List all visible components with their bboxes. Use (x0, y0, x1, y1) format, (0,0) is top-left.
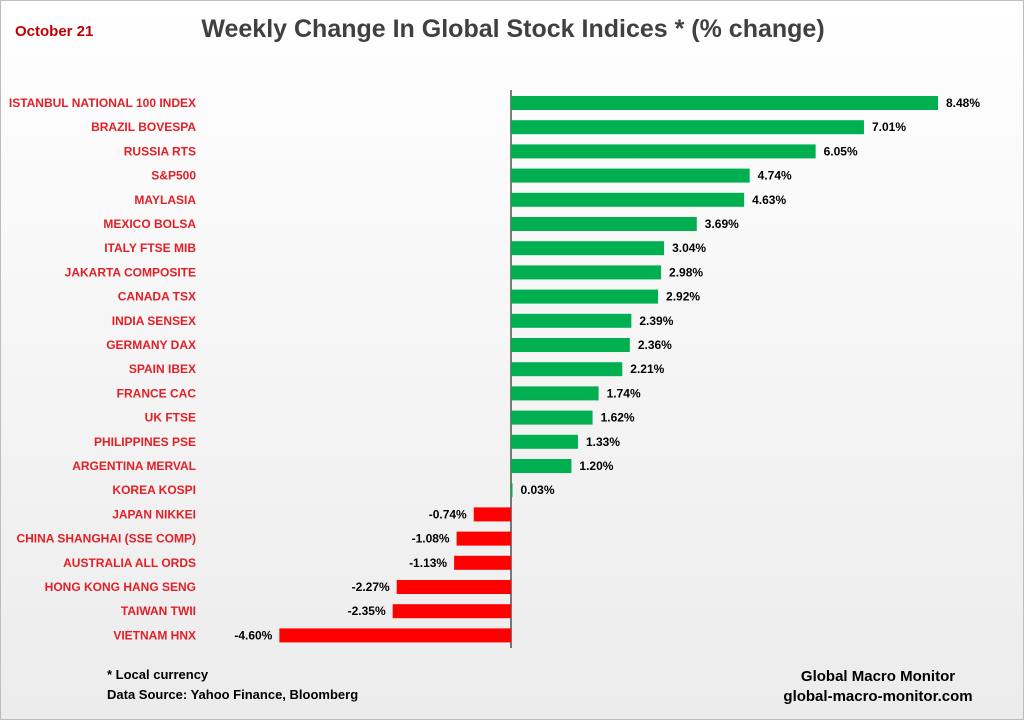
value-label: -4.60% (234, 628, 272, 642)
category-label: VIETNAM HNX (113, 628, 196, 642)
value-label: -1.13% (409, 556, 447, 570)
value-label: 3.69% (705, 217, 739, 231)
bar (511, 459, 571, 473)
data-source: Data Source: Yahoo Finance, Bloomberg (107, 685, 358, 705)
bar (511, 338, 630, 352)
category-label: S&P500 (151, 169, 196, 183)
brand-name: Global Macro Monitor (753, 667, 1003, 687)
category-label: MAYLASIA (134, 193, 196, 207)
bar (511, 193, 744, 207)
chart-frame: October 21 Weekly Change In Global Stock… (0, 0, 1024, 720)
value-label: 4.74% (758, 169, 792, 183)
value-label: 1.74% (607, 386, 641, 400)
value-label: 2.36% (638, 338, 672, 352)
category-label: ARGENTINA MERVAL (72, 459, 196, 473)
bar (393, 604, 511, 618)
category-label: ITALY FTSE MIB (104, 241, 196, 255)
value-label: 2.92% (666, 290, 700, 304)
bar (511, 217, 697, 231)
bar (457, 532, 511, 546)
category-label: CANADA TSX (118, 290, 196, 304)
category-label: GERMANY DAX (106, 338, 196, 352)
bar (511, 96, 938, 110)
bar (511, 169, 750, 183)
bar (511, 435, 578, 449)
bar (511, 314, 631, 328)
category-label: TAIWAN TWII (121, 604, 196, 618)
category-label: JAPAN NIKKEI (112, 507, 196, 521)
category-label: ISTANBUL NATIONAL 100 INDEX (9, 96, 196, 110)
value-label: 4.63% (752, 193, 786, 207)
category-label: INDIA SENSEX (112, 314, 196, 328)
category-label: MEXICO BOLSA (103, 217, 196, 231)
value-label: -2.27% (352, 580, 390, 594)
value-label: 1.20% (579, 459, 613, 473)
bar-chart: ISTANBUL NATIONAL 100 INDEX 8.48% BRAZIL B… (1, 1, 1023, 661)
currency-note: * Local currency (107, 665, 358, 685)
value-label: 6.05% (824, 144, 858, 158)
brand: Global Macro Monitor global-macro-monito… (753, 667, 1003, 707)
category-label: KOREA KOSPI (112, 483, 196, 497)
category-label: SPAIN IBEX (129, 362, 196, 376)
bar (511, 241, 664, 255)
bar (511, 386, 599, 400)
bar (511, 411, 593, 425)
value-label: 1.33% (586, 435, 620, 449)
value-label: 3.04% (672, 241, 706, 255)
bar (511, 362, 622, 376)
category-label: FRANCE CAC (117, 386, 197, 400)
bar (511, 265, 661, 279)
category-label: UK FTSE (145, 411, 196, 425)
bar (511, 144, 816, 158)
category-label: HONG KONG HANG SENG (45, 580, 196, 594)
value-label: -0.74% (429, 507, 467, 521)
category-label: PHILIPPINES PSE (94, 435, 196, 449)
value-label: 1.62% (601, 411, 635, 425)
value-label: 2.39% (639, 314, 673, 328)
value-label: -1.08% (412, 532, 450, 546)
bar (511, 290, 658, 304)
value-label: 8.48% (946, 96, 980, 110)
bar (397, 580, 511, 594)
value-label: -2.35% (348, 604, 386, 618)
value-label: 7.01% (872, 120, 906, 134)
footnote: * Local currency Data Source: Yahoo Fina… (107, 665, 358, 705)
category-label: RUSSIA RTS (124, 144, 196, 158)
category-label: BRAZIL BOVESPA (91, 120, 196, 134)
category-label: JAKARTA COMPOSITE (65, 265, 196, 279)
category-label: CHINA SHANGHAI (SSE COMP) (16, 532, 196, 546)
value-label: 2.21% (630, 362, 664, 376)
bar (454, 556, 511, 570)
brand-url: global-macro-monitor.com (753, 687, 1003, 707)
value-label: 0.03% (521, 483, 555, 497)
category-label: AUSTRALIA ALL ORDS (63, 556, 196, 570)
value-label: 2.98% (669, 265, 703, 279)
bar (279, 628, 511, 642)
bar (511, 483, 513, 497)
bar (474, 507, 511, 521)
bar (511, 120, 864, 134)
